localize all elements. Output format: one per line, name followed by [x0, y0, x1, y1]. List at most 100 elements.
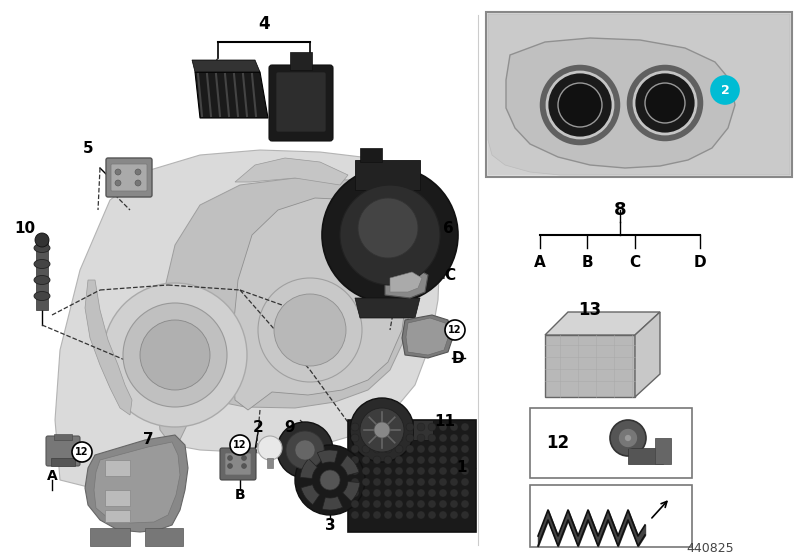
Circle shape	[362, 489, 370, 497]
Text: C: C	[630, 254, 641, 269]
Polygon shape	[402, 315, 452, 358]
Bar	[348, 420, 476, 532]
Circle shape	[461, 478, 469, 486]
FancyBboxPatch shape	[46, 436, 80, 466]
Ellipse shape	[34, 276, 50, 284]
Text: 2: 2	[253, 421, 263, 436]
FancyBboxPatch shape	[220, 448, 256, 480]
Wedge shape	[300, 459, 318, 478]
Circle shape	[417, 434, 425, 442]
Circle shape	[450, 467, 458, 475]
Circle shape	[384, 511, 392, 519]
FancyBboxPatch shape	[225, 453, 251, 475]
Circle shape	[384, 500, 392, 508]
Circle shape	[439, 478, 447, 486]
Circle shape	[351, 489, 359, 497]
Polygon shape	[235, 158, 348, 185]
Circle shape	[417, 445, 425, 453]
Polygon shape	[355, 298, 420, 318]
Text: A: A	[534, 254, 546, 269]
Text: 12: 12	[448, 325, 462, 335]
Circle shape	[360, 408, 404, 452]
Circle shape	[461, 489, 469, 497]
Bar	[290, 52, 312, 70]
Bar	[90, 528, 130, 546]
Polygon shape	[195, 72, 268, 118]
Circle shape	[362, 445, 370, 453]
Polygon shape	[94, 442, 180, 523]
Circle shape	[384, 467, 392, 475]
Bar	[530, 485, 692, 547]
Circle shape	[351, 423, 359, 431]
Polygon shape	[545, 312, 660, 335]
Circle shape	[373, 445, 381, 453]
Circle shape	[258, 436, 282, 460]
Circle shape	[406, 511, 414, 519]
Circle shape	[558, 83, 602, 127]
Circle shape	[610, 420, 646, 456]
Circle shape	[417, 423, 425, 431]
Circle shape	[384, 423, 392, 431]
Circle shape	[373, 456, 381, 464]
Circle shape	[373, 434, 381, 442]
Wedge shape	[318, 450, 338, 464]
Circle shape	[374, 422, 390, 438]
Wedge shape	[342, 482, 360, 501]
Circle shape	[373, 423, 381, 431]
Bar	[530, 408, 692, 478]
Circle shape	[395, 456, 403, 464]
Circle shape	[439, 423, 447, 431]
Circle shape	[450, 478, 458, 486]
Circle shape	[103, 283, 247, 427]
Circle shape	[428, 511, 436, 519]
Circle shape	[395, 434, 403, 442]
Circle shape	[461, 456, 469, 464]
Circle shape	[428, 423, 436, 431]
Polygon shape	[85, 280, 132, 415]
Bar	[413, 420, 433, 440]
Circle shape	[242, 464, 246, 469]
FancyBboxPatch shape	[276, 72, 326, 132]
Bar	[355, 160, 420, 190]
Circle shape	[274, 294, 346, 366]
Circle shape	[461, 445, 469, 453]
Polygon shape	[155, 178, 415, 450]
Circle shape	[417, 511, 425, 519]
Polygon shape	[85, 435, 188, 532]
Wedge shape	[340, 455, 359, 475]
FancyBboxPatch shape	[106, 158, 152, 197]
Circle shape	[450, 511, 458, 519]
Circle shape	[395, 511, 403, 519]
Circle shape	[461, 511, 469, 519]
Circle shape	[417, 478, 425, 486]
Circle shape	[373, 467, 381, 475]
Bar	[545, 335, 635, 397]
Circle shape	[362, 500, 370, 508]
Text: 9: 9	[285, 421, 295, 436]
Circle shape	[384, 456, 392, 464]
Circle shape	[351, 434, 359, 442]
Circle shape	[227, 464, 233, 469]
Circle shape	[373, 511, 381, 519]
Circle shape	[384, 434, 392, 442]
Circle shape	[439, 467, 447, 475]
Circle shape	[35, 233, 49, 247]
Polygon shape	[385, 268, 428, 298]
Bar	[51, 458, 75, 466]
Circle shape	[428, 434, 436, 442]
Text: 6: 6	[442, 221, 454, 236]
Polygon shape	[488, 14, 790, 175]
Text: B: B	[581, 254, 593, 269]
Text: 5: 5	[82, 141, 94, 156]
Circle shape	[417, 500, 425, 508]
Circle shape	[286, 431, 324, 469]
Circle shape	[538, 63, 622, 147]
Polygon shape	[232, 198, 408, 410]
Circle shape	[406, 445, 414, 453]
Circle shape	[711, 76, 739, 104]
Circle shape	[417, 489, 425, 497]
Circle shape	[624, 434, 632, 442]
Circle shape	[439, 489, 447, 497]
Bar	[105, 460, 130, 476]
Circle shape	[362, 456, 370, 464]
